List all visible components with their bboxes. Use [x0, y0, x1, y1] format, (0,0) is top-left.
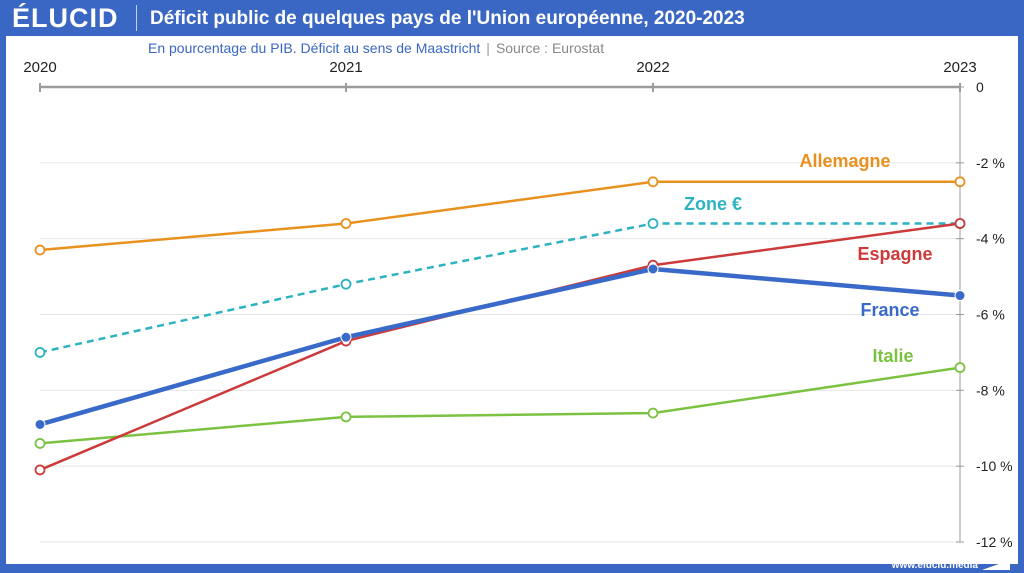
- x-tick-label: 2020: [23, 59, 56, 76]
- data-point: [647, 218, 659, 229]
- data-point: [954, 218, 966, 229]
- y-tick-label: -2 %: [976, 155, 1005, 171]
- series-line-espagne: [39, 222, 961, 472]
- series-line-zone: [39, 222, 960, 354]
- x-tick-label: 2023: [943, 59, 976, 76]
- series-label: Zone €: [684, 194, 742, 214]
- y-tick-label: -6 %: [976, 307, 1005, 323]
- data-point: [340, 331, 352, 343]
- y-tick-label: 0: [976, 79, 984, 95]
- data-point: [954, 290, 966, 302]
- data-point: [34, 347, 46, 358]
- chart-title: Déficit public de quelques pays de l'Uni…: [150, 8, 745, 29]
- subtitle-separator: |: [486, 40, 490, 56]
- subtitle-description: En pourcentage du PIB. Déficit au sens d…: [148, 40, 481, 56]
- data-point: [954, 362, 966, 373]
- series-line-france: [39, 266, 961, 427]
- data-point: [340, 218, 352, 229]
- series-label: Espagne: [857, 244, 932, 264]
- elucid-flag-icon: [982, 560, 1010, 570]
- header-divider: [136, 5, 137, 31]
- data-point: [647, 407, 659, 419]
- x-tick-label: 2021: [329, 59, 362, 76]
- y-tick-label: -10 %: [976, 458, 1013, 474]
- series-label: France: [860, 300, 919, 320]
- chart-subtitle: En pourcentage du PIB. Déficit au sens d…: [148, 40, 604, 56]
- data-point: [340, 411, 352, 423]
- y-tick-label: -4 %: [976, 231, 1005, 247]
- data-point: [647, 176, 659, 188]
- data-point: [34, 418, 46, 430]
- y-tick-label: -8 %: [976, 382, 1005, 398]
- series-label: Italie: [872, 346, 913, 366]
- series-line-allemagne: [39, 180, 960, 252]
- footer-url[interactable]: www.elucid.media: [891, 560, 978, 571]
- data-point: [647, 263, 659, 275]
- x-tick-label: 2022: [636, 59, 669, 76]
- series-line-italie: [39, 366, 961, 445]
- header-bar: ÉLUCID Déficit public de quelques pays d…: [0, 0, 1024, 36]
- data-point: [340, 278, 352, 290]
- data-point: [954, 176, 966, 188]
- data-point: [34, 438, 46, 449]
- series-label: Allemagne: [799, 151, 890, 171]
- subtitle-source: Source : Eurostat: [495, 40, 605, 56]
- y-tick-label: -12 %: [976, 534, 1013, 550]
- elucid-logo[interactable]: ÉLUCID: [12, 3, 119, 33]
- data-point: [34, 464, 46, 476]
- data-point: [34, 244, 46, 256]
